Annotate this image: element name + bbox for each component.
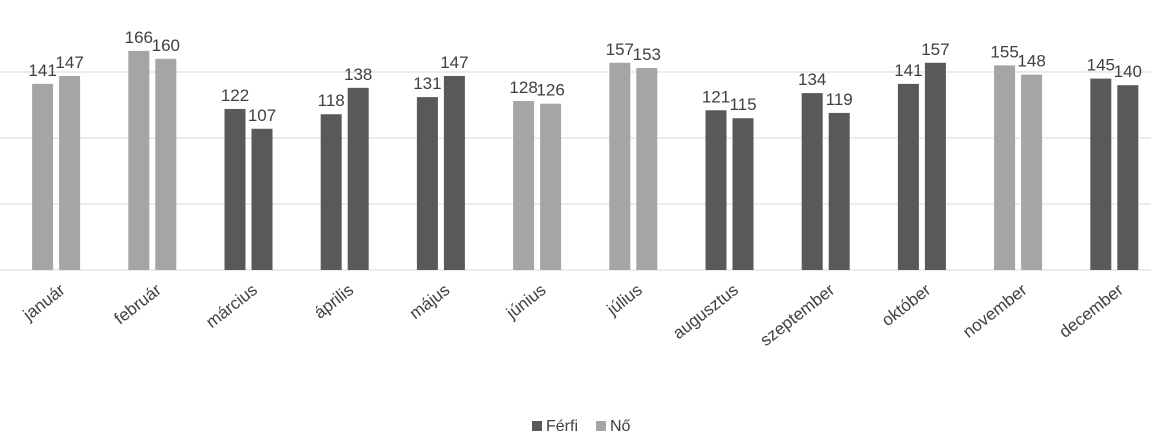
data-label-ferfi-7: 121 — [702, 87, 730, 106]
category-label-4: május — [406, 280, 453, 323]
category-label-7: augusztus — [669, 280, 742, 343]
data-label-no-9: 157 — [921, 40, 949, 59]
bar-no-2 — [251, 128, 273, 270]
category-label-6: július — [603, 280, 646, 319]
bar-no-4 — [443, 75, 465, 271]
bar-no-6 — [636, 68, 658, 270]
bar-ferfi-1 — [128, 50, 150, 270]
data-label-ferfi-8: 134 — [798, 70, 826, 89]
bar-ferfi-8 — [801, 93, 823, 271]
category-label-9: október — [878, 280, 935, 330]
data-label-ferfi-2: 122 — [221, 86, 249, 105]
bar-no-0 — [59, 75, 81, 271]
category-label-8: szeptember — [756, 280, 838, 350]
bar-no-7 — [732, 118, 754, 270]
bar-no-5 — [540, 103, 562, 271]
category-label-2: március — [202, 280, 261, 332]
data-label-no-11: 140 — [1114, 62, 1142, 81]
data-label-no-2: 107 — [248, 106, 276, 125]
bar-no-3 — [347, 87, 369, 270]
bars — [32, 50, 1139, 271]
category-label-11: december — [1055, 280, 1127, 342]
bar-ferfi-7 — [705, 110, 727, 270]
bar-ferfi-2 — [224, 108, 246, 271]
category-label-1: február — [111, 280, 165, 328]
bar-ferfi-0 — [32, 83, 54, 270]
legend-label-no: Nő — [610, 418, 631, 435]
data-label-ferfi-6: 157 — [606, 40, 634, 59]
data-label-ferfi-11: 145 — [1087, 56, 1115, 75]
bar-no-1 — [155, 58, 177, 270]
data-label-ferfi-3: 118 — [318, 91, 345, 110]
data-label-no-0: 147 — [55, 53, 83, 72]
bar-ferfi-9 — [897, 83, 919, 270]
legend-swatch-ferfi — [532, 421, 542, 431]
bar-no-11 — [1117, 85, 1139, 270]
bar-ferfi-3 — [320, 114, 342, 271]
data-label-no-3: 138 — [344, 65, 372, 84]
bar-no-8 — [828, 112, 850, 270]
data-label-ferfi-0: 141 — [28, 61, 56, 80]
bar-ferfi-11 — [1090, 78, 1112, 270]
bar-no-10 — [1021, 74, 1043, 270]
category-label-10: november — [959, 280, 1031, 342]
data-label-ferfi-5: 128 — [509, 78, 537, 97]
data-label-ferfi-4: 131 — [413, 74, 441, 93]
data-label-no-6: 153 — [633, 45, 661, 64]
category-labels: január február március április május június jú… — [19, 280, 1127, 350]
legend-label-ferfi: Férfi — [546, 418, 578, 435]
category-label-3: április — [310, 280, 357, 322]
bar-ferfi-10 — [994, 65, 1016, 271]
legend-swatch-no — [596, 421, 606, 431]
data-label-no-4: 147 — [440, 53, 468, 72]
category-label-5: június — [502, 280, 549, 323]
legend: Férfi Nő — [532, 418, 631, 435]
data-label-ferfi-9: 141 — [894, 61, 922, 80]
gridlines — [0, 71, 1151, 271]
data-label-ferfi-1: 166 — [125, 28, 153, 47]
data-label-no-8: 119 — [826, 90, 853, 109]
data-label-no-7: 115 — [729, 95, 756, 114]
data-label-no-5: 126 — [536, 81, 564, 100]
data-label-no-10: 148 — [1017, 52, 1045, 71]
bar-no-9 — [924, 62, 946, 271]
bar-ferfi-4 — [416, 97, 438, 270]
bar-ferfi-5 — [513, 101, 535, 270]
data-label-no-1: 160 — [152, 36, 180, 55]
category-label-0: január — [19, 280, 69, 325]
bar-ferfi-6 — [609, 62, 631, 271]
data-label-ferfi-10: 155 — [990, 42, 1018, 61]
